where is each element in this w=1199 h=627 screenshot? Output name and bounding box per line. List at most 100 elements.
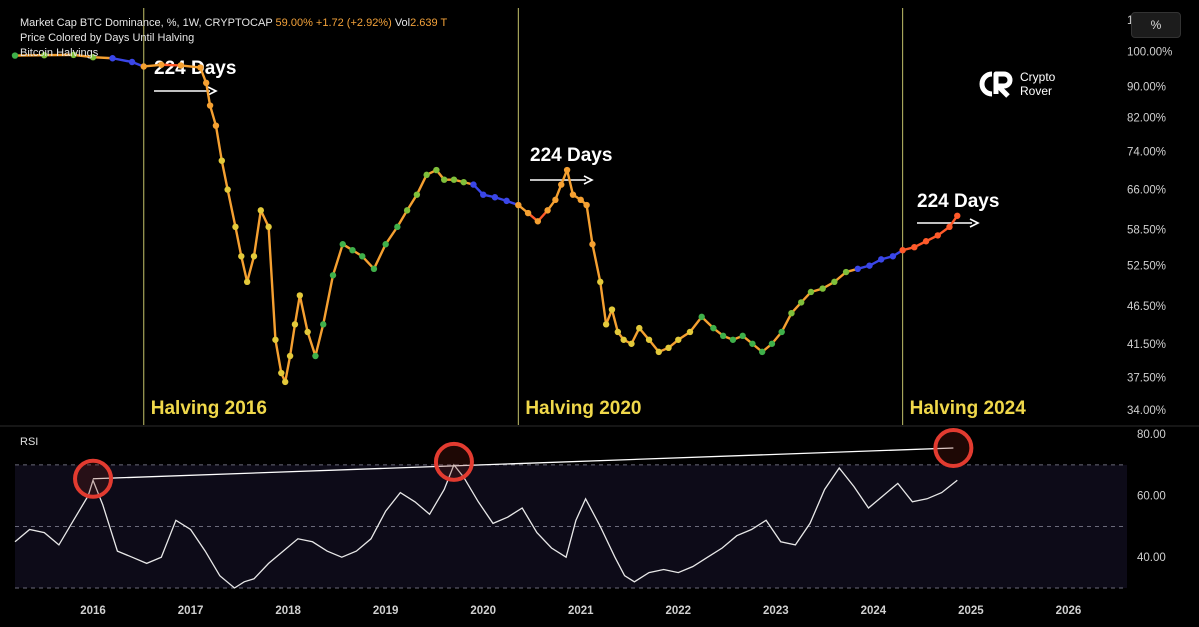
dominance-point <box>349 246 356 254</box>
percent-scale-button[interactable]: % <box>1131 12 1181 38</box>
rsi-y-tick-label: 60.00 <box>1137 491 1166 503</box>
dominance-point <box>291 321 299 328</box>
dominance-segment <box>372 243 387 271</box>
dominance-point <box>450 176 458 183</box>
dominance-point <box>614 328 622 336</box>
dominance-segment <box>240 255 249 284</box>
change-value: +1.72 (+2.92%) <box>315 17 392 29</box>
dominance-point <box>177 62 185 69</box>
dominance-point <box>320 321 327 328</box>
y-tick-label: 74.00% <box>1127 147 1166 159</box>
dominance-point <box>597 278 604 286</box>
dominance-point <box>304 328 311 336</box>
dominance-point <box>89 54 97 61</box>
rsi-peak-circle-1 <box>73 458 114 499</box>
indicator-label-1[interactable]: Price Colored by Days Until Halving <box>20 32 195 44</box>
dominance-point <box>544 207 551 214</box>
dominance-segment <box>283 354 292 384</box>
dominance-segment <box>314 323 325 358</box>
dominance-point <box>899 246 906 254</box>
dominance-point <box>329 272 337 279</box>
dominance-point <box>394 223 401 231</box>
dominance-point <box>788 309 795 317</box>
dominance-segment <box>599 280 608 326</box>
logo-line-1: Crypto <box>1020 70 1056 84</box>
dominance-point <box>491 194 499 201</box>
dominance-point <box>778 328 785 336</box>
dominance-point <box>413 191 421 198</box>
crypto-rover-logo: Crypto Rover <box>976 70 1055 98</box>
dominance-point <box>503 197 510 205</box>
dominance-point <box>636 324 643 332</box>
dominance-point <box>272 336 279 343</box>
dominance-point <box>569 191 577 198</box>
dominance-point <box>583 201 590 209</box>
dominance-point <box>946 223 953 231</box>
dominance-point <box>296 292 304 299</box>
rsi-peak-circle-2 <box>433 441 474 482</box>
dominance-point <box>563 166 571 174</box>
dominance-point <box>218 157 225 164</box>
dominance-point <box>281 378 289 386</box>
dominance-point <box>440 176 448 183</box>
y-tick-label: 52.50% <box>1127 261 1166 273</box>
rsi-label: RSI <box>20 436 38 448</box>
symbol-line: Market Cap BTC Dominance, %, 1W, CRYPTOC… <box>20 17 273 29</box>
dominance-segment <box>610 308 620 334</box>
dominance-point <box>819 285 826 292</box>
dominance-point <box>739 332 746 340</box>
y-tick-label: 82.00% <box>1127 112 1166 124</box>
dominance-point <box>954 212 961 219</box>
crypto-rover-logo-icon <box>979 71 1013 98</box>
dominance-point <box>286 352 294 360</box>
dominance-point <box>608 306 616 313</box>
dominance-segment <box>384 225 399 246</box>
dominance-segment <box>160 63 183 67</box>
last-value: 59.00% <box>275 17 313 29</box>
rsi-line <box>14 463 958 589</box>
dominance-segment <box>288 323 297 358</box>
y-tick-label: 41.50% <box>1127 339 1166 351</box>
dominance-point <box>602 321 610 328</box>
dominance-segment <box>293 294 302 326</box>
dominance-point <box>729 336 737 343</box>
dominance-point <box>889 253 897 260</box>
dominance-point <box>934 232 941 239</box>
dominance-segment <box>565 168 575 196</box>
x-tick-label: 2025 <box>958 605 984 617</box>
vol-label: Vol <box>394 17 411 29</box>
dominance-point <box>206 102 214 109</box>
dominance-point <box>460 178 467 186</box>
indicator-label-2[interactable]: Bitcoin Halvings <box>20 47 99 59</box>
dominance-point <box>232 223 239 231</box>
dominance-point <box>202 79 210 87</box>
halving-label-2: Halving 2020 <box>525 398 641 419</box>
vol-value: 2.639 T <box>410 17 448 29</box>
x-tick-label: 2016 <box>80 605 106 617</box>
dominance-segment <box>111 57 134 64</box>
x-tick-label: 2018 <box>275 605 301 617</box>
dominance-point <box>798 299 805 306</box>
dominance-segment <box>179 64 202 69</box>
dominance-point <box>558 181 565 188</box>
dominance-point <box>515 201 522 209</box>
x-tick-label: 2019 <box>373 605 399 617</box>
dominance-point <box>807 288 815 296</box>
x-tick-label: 2022 <box>666 605 692 617</box>
dominance-segment <box>91 56 114 60</box>
dominance-segment <box>252 209 263 258</box>
dominance-segment <box>780 311 793 334</box>
dominance-point <box>552 196 559 204</box>
dominance-point <box>768 340 776 347</box>
dominance-point <box>197 64 204 71</box>
dominance-point <box>620 336 627 343</box>
dominance-point <box>403 207 411 214</box>
dominance-segment <box>274 338 283 375</box>
dominance-point <box>749 340 756 347</box>
dominance-point <box>382 241 389 248</box>
dominance-point <box>842 268 850 276</box>
dominance-point <box>158 61 165 68</box>
dominance-point <box>312 352 319 360</box>
x-tick-label: 2020 <box>470 605 496 617</box>
